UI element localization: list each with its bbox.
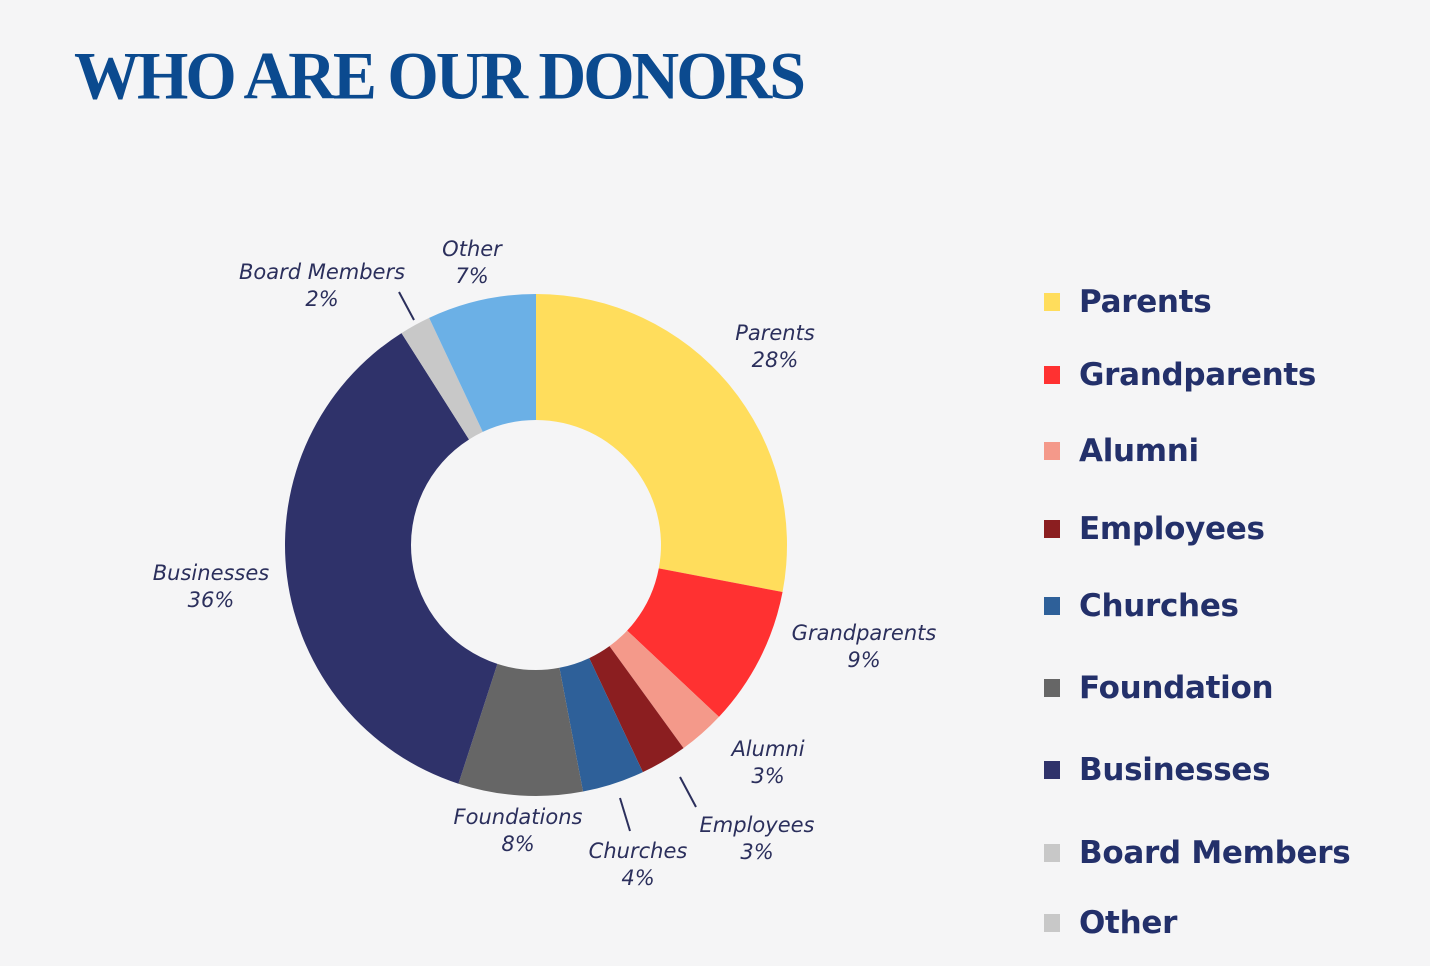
donut-slice-employees [589, 646, 684, 773]
legend-item-churches: Churches [1044, 588, 1239, 624]
legend-label: Foundation [1079, 670, 1274, 706]
legend-item-employees: Employees [1044, 511, 1265, 547]
leader-line-churches [619, 797, 631, 832]
legend-item-other: Other [1044, 905, 1177, 941]
legend-swatch [1044, 293, 1060, 311]
slice-label-churches: Churches 4% [588, 839, 688, 890]
legend-item-foundation: Foundation [1044, 670, 1274, 706]
legend-swatch [1044, 914, 1060, 932]
leader-line-board-members [398, 291, 415, 321]
legend-label: Parents [1079, 284, 1212, 320]
slice-label-grandparents: Grandparents 9% [791, 621, 937, 672]
legend-swatch [1044, 844, 1060, 862]
legend-label: Businesses [1079, 752, 1271, 788]
donut-slice-alumni [609, 630, 719, 749]
legend-item-alumni: Alumni [1044, 433, 1199, 469]
legend-label: Churches [1079, 588, 1239, 624]
donut-slices [285, 294, 787, 797]
leader-line-employees [679, 776, 697, 808]
legend-swatch [1044, 597, 1060, 615]
donut-slice-churches [559, 658, 643, 792]
legend-label: Other [1079, 905, 1178, 941]
slice-label-employees: Employees 3% [699, 813, 815, 864]
donut-slice-board-members [401, 317, 483, 440]
donut-slice-other [429, 294, 536, 432]
leader-lines [398, 291, 697, 832]
slice-label-board-members: Board Members 2% [238, 260, 406, 311]
legend-swatch [1044, 442, 1060, 460]
page-title: WHO ARE OUR DONORS [74, 39, 806, 114]
donut-slice-parents [536, 294, 787, 593]
slice-label-alumni: Alumni 3% [731, 737, 805, 788]
slice-label-other: Other 7% [442, 237, 502, 288]
legend-swatch [1044, 761, 1060, 779]
legend-swatch [1044, 366, 1060, 384]
donut-slice-foundations [458, 663, 584, 797]
slice-label-businesses: Businesses 36% [152, 561, 270, 612]
legend-item-businesses: Businesses [1044, 752, 1271, 788]
legend-item-parents: Parents [1044, 284, 1212, 320]
legend-swatch [1044, 679, 1060, 697]
legend-item-board-members: Board Members [1044, 835, 1351, 871]
slice-label-foundations: Foundations 8% [453, 805, 583, 856]
donut-slice-grandparents [627, 568, 783, 717]
slice-label-parents: Parents 28% [735, 321, 815, 372]
legend-item-grandparents: Grandparents [1044, 357, 1316, 393]
legend-label: Employees [1079, 511, 1265, 547]
legend-label: Board Members [1079, 835, 1351, 871]
legend-swatch [1044, 520, 1060, 538]
legend-label: Alumni [1079, 433, 1199, 469]
legend-label: Grandparents [1079, 357, 1317, 393]
donut-slice-businesses [285, 333, 498, 784]
